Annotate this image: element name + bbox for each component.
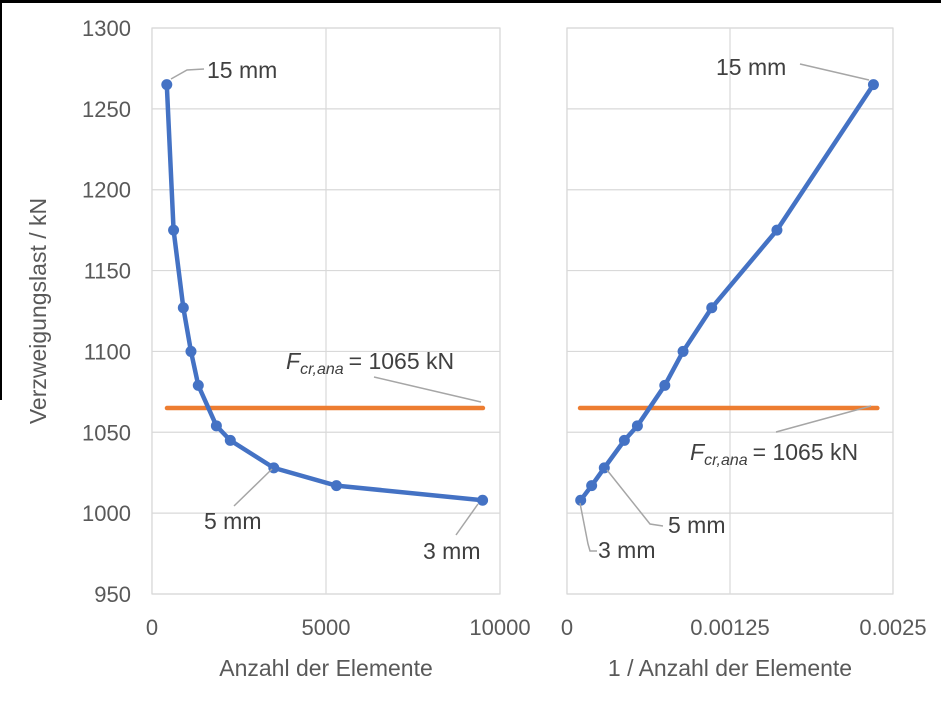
y-axis-title: Verzweigungslast / kN xyxy=(25,198,51,424)
left-data-point-marker xyxy=(224,434,236,446)
left-data-point-marker xyxy=(210,420,222,432)
left-data-point-marker xyxy=(168,224,180,236)
right-x-tick-label: 0 xyxy=(561,615,573,640)
left-x-tick-label: 10000 xyxy=(469,615,530,640)
left-data-point-marker xyxy=(177,302,189,314)
left-annotation-label: 5 mm xyxy=(204,508,262,534)
left-annotation-leader xyxy=(170,68,205,80)
fcr-value: = 1065 kN xyxy=(753,439,859,465)
left-data-point-marker xyxy=(192,379,204,391)
left-y-tick-label: 1100 xyxy=(84,339,131,364)
left-x-tick-label: 5000 xyxy=(302,615,351,640)
left-annotation-fcr-label: Fcr,ana = 1065 kN xyxy=(286,348,454,378)
fcr-symbol: F xyxy=(286,348,302,374)
right-annotation-leader xyxy=(775,405,872,433)
right-annotation-leader xyxy=(799,63,870,81)
right-data-point-marker xyxy=(867,79,879,91)
right-x-tick-label: 0.00125 xyxy=(690,615,770,640)
left-data-point-marker xyxy=(477,494,489,506)
right-x-tick-label: 0.0025 xyxy=(859,615,926,640)
left-x-tick-label: 0 xyxy=(146,615,158,640)
left-y-tick-label: 1150 xyxy=(84,259,131,284)
left-annotation-label: 3 mm xyxy=(423,538,481,564)
left-chart-group: 15 mm Fcr,ana = 1065 kN 5 mm 3 mm 0 5000 10000 9… xyxy=(25,16,531,681)
right-data-point-marker xyxy=(659,379,671,391)
left-y-tick-label: 1300 xyxy=(82,16,131,41)
right-series-line-fem xyxy=(578,82,876,503)
left-annotation-leader xyxy=(455,503,479,536)
right-x-axis-title: 1 / Anzahl der Elemente xyxy=(608,655,852,681)
right-annotation-label: 15 mm xyxy=(716,54,786,80)
left-data-point-marker xyxy=(330,480,342,492)
left-data-point-marker xyxy=(161,79,173,91)
window-edge-left xyxy=(0,0,2,400)
right-data-point-marker xyxy=(771,224,783,236)
left-annotation-label: 15 mm xyxy=(207,57,277,83)
right-plot-border xyxy=(566,27,894,595)
left-annotation-leader xyxy=(233,468,273,507)
right-data-point-marker xyxy=(677,345,689,357)
left-y-tick-label: 1050 xyxy=(82,420,131,445)
right-annotation-leader xyxy=(579,502,597,552)
fcr-subscript: cr,ana xyxy=(704,452,748,469)
right-data-point-marker xyxy=(575,494,587,506)
left-annotation-leader xyxy=(373,376,482,403)
fcr-value: = 1065 kN xyxy=(349,348,455,374)
left-data-point-marker xyxy=(185,345,197,357)
left-series-line-fem xyxy=(164,82,485,503)
left-y-tick-label: 1000 xyxy=(82,501,131,526)
right-data-point-marker xyxy=(706,302,718,314)
right-chart-group: 15 mm Fcr,ana = 1065 kN 5 mm 3 mm 0 0.00125 0.0… xyxy=(561,27,927,681)
left-plot-border xyxy=(151,27,501,595)
fcr-subscript: cr,ana xyxy=(300,361,344,378)
right-annotation-leader xyxy=(606,469,664,527)
left-y-tick-label: 1200 xyxy=(82,178,131,203)
left-x-axis-title: Anzahl der Elemente xyxy=(219,655,433,681)
fcr-symbol: F xyxy=(690,439,706,465)
right-annotation-label: 5 mm xyxy=(668,512,726,538)
right-annotation-label: 3 mm xyxy=(598,537,656,563)
right-data-point-marker xyxy=(618,434,630,446)
left-y-tick-label: 950 xyxy=(94,582,131,607)
right-data-point-marker xyxy=(586,480,598,492)
left-y-tick-label: 1250 xyxy=(82,97,131,122)
right-annotation-fcr-label: Fcr,ana = 1065 kN xyxy=(690,439,858,469)
right-data-point-marker xyxy=(631,420,643,432)
window-edge-top xyxy=(0,0,941,3)
